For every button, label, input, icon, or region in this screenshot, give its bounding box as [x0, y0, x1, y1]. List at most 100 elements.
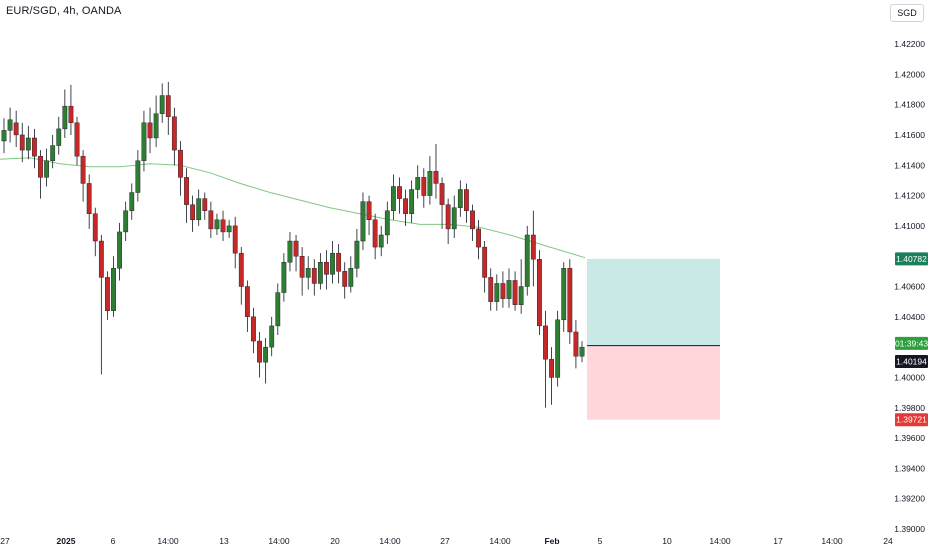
candle[interactable] [19, 122, 25, 163]
candle[interactable] [263, 338, 269, 384]
candle[interactable] [147, 107, 153, 154]
candle[interactable] [238, 247, 244, 305]
candle[interactable] [421, 168, 427, 208]
candle[interactable] [202, 192, 208, 220]
candle[interactable] [232, 216, 238, 269]
candle[interactable] [573, 319, 579, 369]
candle[interactable] [549, 347, 554, 405]
candle[interactable] [354, 228, 360, 278]
candle[interactable] [366, 195, 372, 235]
candle[interactable] [86, 174, 92, 229]
candle[interactable] [555, 310, 561, 387]
candle[interactable] [537, 250, 542, 335]
candle[interactable] [482, 241, 488, 293]
candle[interactable] [117, 222, 123, 281]
candle[interactable] [226, 219, 232, 238]
currency-badge[interactable]: SGD [890, 4, 924, 22]
candle[interactable] [567, 259, 573, 345]
candle[interactable] [360, 192, 366, 251]
candle[interactable] [506, 268, 512, 308]
candle[interactable] [342, 262, 348, 299]
candle[interactable] [378, 225, 384, 257]
candle[interactable] [543, 310, 548, 408]
candle[interactable] [409, 180, 415, 223]
candle[interactable] [579, 341, 585, 363]
candle[interactable] [1, 118, 7, 154]
candle[interactable] [500, 271, 506, 308]
candle[interactable] [415, 165, 421, 199]
candle[interactable] [451, 195, 457, 238]
candle[interactable] [105, 271, 110, 320]
candle[interactable] [512, 271, 518, 311]
candle[interactable] [159, 83, 165, 123]
candle[interactable] [494, 274, 500, 311]
target-zone[interactable] [587, 258, 720, 346]
candle[interactable] [98, 234, 104, 375]
candle[interactable] [123, 201, 129, 242]
candle[interactable] [13, 110, 19, 148]
candle[interactable] [524, 225, 530, 296]
candle[interactable] [141, 110, 147, 172]
candle[interactable] [184, 168, 189, 223]
candle[interactable] [50, 134, 56, 169]
candle[interactable] [397, 177, 402, 214]
candle[interactable] [275, 283, 281, 335]
candle[interactable] [427, 156, 433, 205]
candle[interactable] [190, 195, 196, 232]
candle[interactable] [32, 128, 37, 169]
candle[interactable] [214, 213, 220, 235]
candle[interactable] [384, 201, 390, 245]
candle[interactable] [111, 256, 116, 317]
candle[interactable] [457, 180, 463, 217]
candle[interactable] [372, 213, 378, 260]
candle[interactable] [135, 150, 141, 202]
candle[interactable] [287, 231, 293, 272]
candle[interactable] [220, 210, 226, 242]
candle[interactable] [171, 107, 177, 166]
candle[interactable] [244, 280, 250, 332]
candle[interactable] [257, 331, 262, 378]
candle[interactable] [251, 307, 256, 354]
candle[interactable] [470, 204, 475, 242]
candle[interactable] [165, 81, 171, 135]
candle[interactable] [38, 150, 43, 199]
candle[interactable] [153, 95, 159, 148]
candle[interactable] [25, 125, 31, 160]
candle[interactable] [293, 234, 299, 272]
candle[interactable] [518, 259, 524, 314]
candle[interactable] [80, 150, 86, 202]
candle[interactable] [324, 250, 329, 290]
candle[interactable] [336, 244, 342, 284]
candle[interactable] [476, 219, 481, 260]
candle[interactable] [299, 247, 305, 296]
candle[interactable] [44, 148, 49, 187]
candle[interactable] [281, 253, 287, 302]
candle[interactable] [196, 189, 202, 226]
candle[interactable] [62, 89, 68, 138]
candle[interactable] [530, 210, 536, 287]
candle[interactable] [269, 316, 275, 357]
candle[interactable] [445, 198, 451, 245]
candle[interactable] [330, 241, 335, 284]
candle[interactable] [178, 141, 183, 196]
candle[interactable] [208, 201, 214, 238]
candle[interactable] [439, 177, 445, 229]
candle[interactable] [68, 84, 74, 135]
stop-zone[interactable] [587, 345, 720, 420]
candle[interactable] [311, 259, 317, 296]
candle[interactable] [74, 116, 80, 166]
candle[interactable] [7, 107, 13, 143]
candle[interactable] [348, 256, 354, 293]
candle[interactable] [129, 183, 135, 220]
candle[interactable] [403, 189, 408, 226]
candle[interactable] [390, 174, 396, 220]
candle[interactable] [317, 253, 323, 290]
candle[interactable] [92, 207, 98, 257]
candle[interactable] [464, 183, 469, 223]
candle[interactable] [56, 116, 62, 155]
candle[interactable] [488, 268, 494, 311]
candle[interactable] [433, 144, 439, 199]
candle[interactable] [561, 262, 567, 332]
